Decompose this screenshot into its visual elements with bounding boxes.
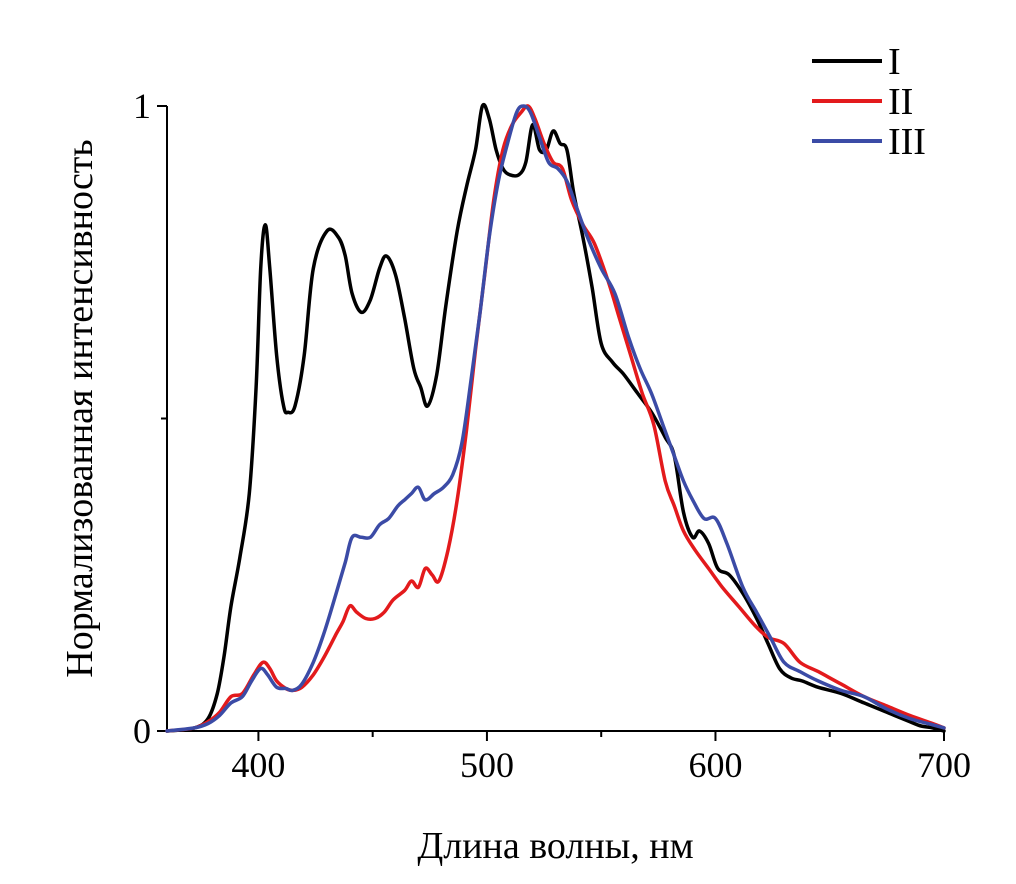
series-line-II	[165, 104, 946, 733]
series-layer	[165, 102, 946, 733]
x-axis-title: Длина волны, нм	[417, 825, 693, 867]
y-tick-label-1: 1	[133, 86, 151, 126]
legend-label-III: III	[888, 121, 926, 163]
x-tick-label-600: 600	[688, 745, 742, 785]
y-tick-label-0: 0	[133, 711, 151, 751]
ticks: 400 500 600 700 0 1	[133, 86, 971, 785]
x-tick-label-700: 700	[917, 745, 971, 785]
x-tick-label-500: 500	[460, 745, 514, 785]
series-line-III	[165, 104, 946, 733]
legend-label-II: II	[888, 81, 913, 123]
x-tick-label-400: 400	[231, 745, 285, 785]
legend-label-I: I	[888, 41, 901, 83]
axes	[166, 106, 944, 732]
series-line-I	[165, 102, 946, 733]
y-axis-title: Нормализованная интенсивность	[59, 139, 101, 677]
